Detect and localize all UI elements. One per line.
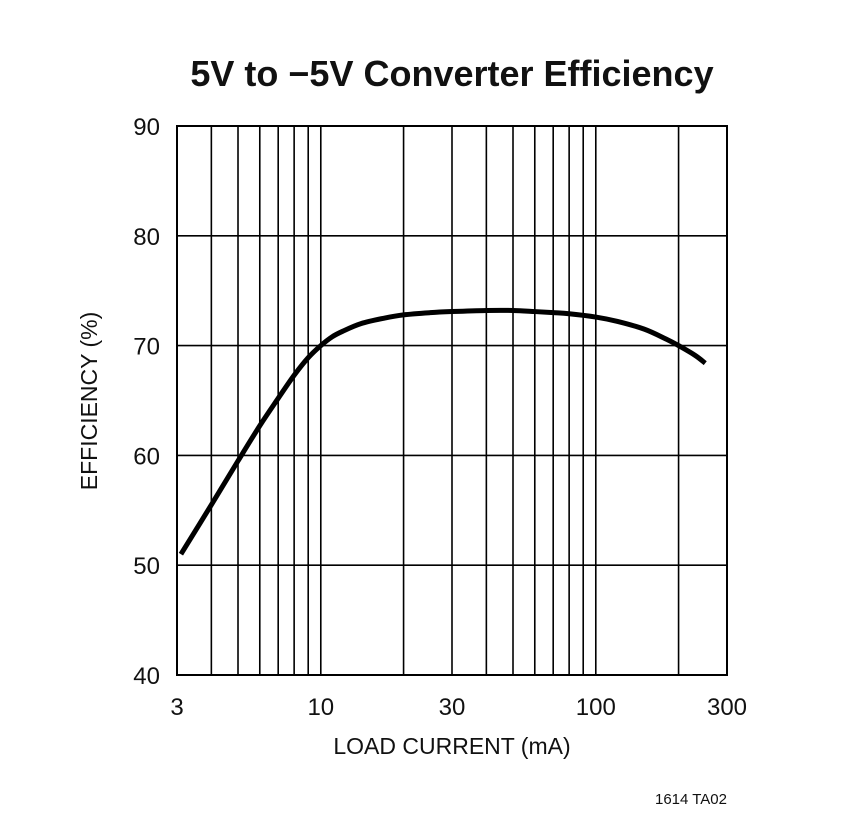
- y-tick-label: 40: [133, 663, 160, 690]
- y-axis-label: EFFICIENCY (%): [76, 312, 102, 490]
- x-tick-label: 300: [707, 694, 747, 721]
- x-tick-label: 100: [576, 694, 616, 721]
- efficiency-curve: [178, 307, 707, 556]
- x-tick-label: 3: [170, 694, 183, 721]
- y-tick-label: 70: [133, 334, 160, 361]
- tick-labels: 3 10 30 100 300 40 50 60 70 80 90: [133, 114, 747, 721]
- chart-title: 5V to −5V Converter Efficiency: [190, 53, 713, 94]
- y-tick-label: 80: [133, 224, 160, 251]
- grid: [177, 126, 727, 675]
- y-tick-label: 90: [133, 114, 160, 141]
- plot-frame: [176, 125, 728, 676]
- figure-code: 1614 TA02: [655, 791, 727, 808]
- x-axis-label: LOAD CURRENT (mA): [333, 733, 570, 759]
- x-tick-label: 10: [307, 694, 334, 721]
- x-tick-label: 30: [439, 694, 466, 721]
- data-layer: [178, 307, 707, 556]
- y-tick-label: 50: [133, 553, 160, 580]
- y-tick-label: 60: [133, 443, 160, 470]
